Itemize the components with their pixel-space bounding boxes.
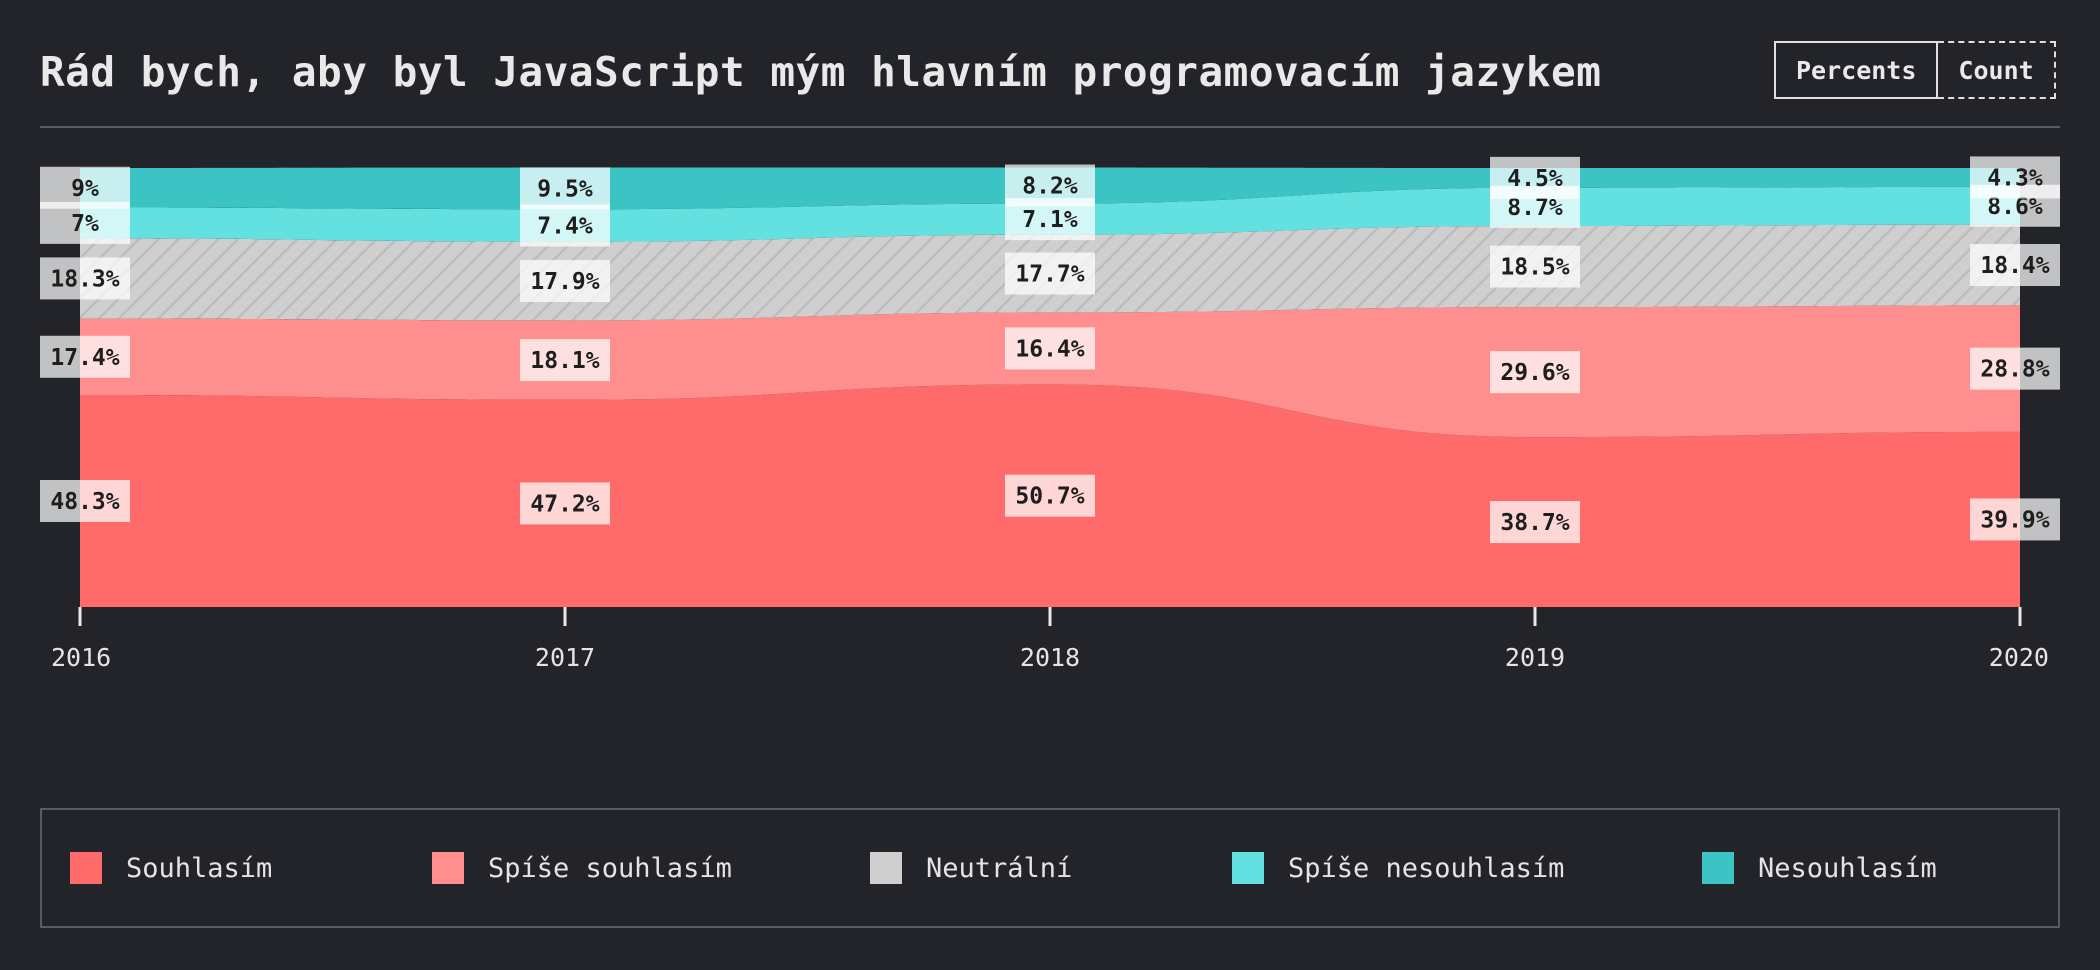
data-label-box xyxy=(520,167,610,210)
data-label: 9.5% xyxy=(520,167,610,210)
data-label-text: 39.9% xyxy=(1980,507,2049,533)
x-tick-label: 2019 xyxy=(1505,643,1565,672)
data-label: 4.3% xyxy=(1970,156,2060,199)
data-label: 8.2% xyxy=(1005,164,1095,207)
title-divider xyxy=(40,126,2060,128)
data-label-text: 9% xyxy=(71,176,99,202)
legend-swatch xyxy=(432,852,464,884)
data-label: 50.7% xyxy=(1005,474,1095,517)
data-label: 18.5% xyxy=(1490,245,1580,288)
data-label-text: 18.3% xyxy=(50,266,119,292)
legend-label: Spíše souhlasím xyxy=(488,852,732,884)
data-label-box xyxy=(40,479,130,522)
data-label: 18.3% xyxy=(40,257,130,300)
data-label-box xyxy=(40,166,130,209)
data-label-text: 7.4% xyxy=(537,214,593,240)
data-label-text: 48.3% xyxy=(50,489,119,515)
legend-label: Neutrální xyxy=(926,852,1073,884)
legend-swatch xyxy=(70,852,102,884)
data-label-text: 18.4% xyxy=(1980,253,2049,279)
data-label-text: 18.5% xyxy=(1500,255,1569,281)
data-label-text: 9.5% xyxy=(537,176,593,202)
data-label-text: 50.7% xyxy=(1015,484,1084,510)
data-label: 18.1% xyxy=(520,339,610,382)
data-label: 7.4% xyxy=(520,204,610,247)
data-label-box xyxy=(520,339,610,382)
legend-label: Souhlasím xyxy=(126,852,273,884)
data-label: 28.8% xyxy=(1970,347,2060,390)
data-label: 17.9% xyxy=(520,260,610,303)
data-label: 48.3% xyxy=(40,479,130,522)
data-label: 38.7% xyxy=(1490,501,1580,544)
legend-item-souhlasim[interactable]: Souhlasím xyxy=(70,852,272,884)
data-label-box xyxy=(1970,244,2060,287)
area-spise-souhlasim xyxy=(80,305,2020,438)
data-label: 18.4% xyxy=(1970,244,2060,287)
data-label-box xyxy=(1490,501,1580,544)
legend-label: Spíše nesouhlasím xyxy=(1288,852,1565,884)
legend-item-spise-nesouhlasim[interactable]: Spíše nesouhlasím xyxy=(1232,852,1564,884)
data-label: 17.4% xyxy=(40,335,130,378)
legend-swatch xyxy=(870,852,902,884)
percents-button[interactable]: Percents xyxy=(1774,41,1939,99)
data-label-text: 17.9% xyxy=(530,269,599,295)
data-label-text: 8.2% xyxy=(1022,174,1078,200)
legend-swatch xyxy=(1232,852,1264,884)
data-label-box xyxy=(1490,245,1580,288)
legend-item-nesouhlasim[interactable]: Nesouhlasím xyxy=(1702,852,1937,884)
data-label-text: 17.4% xyxy=(50,345,119,371)
data-label-text: 38.7% xyxy=(1500,510,1569,536)
data-label-box xyxy=(40,335,130,378)
data-label-box xyxy=(520,482,610,525)
data-label-box xyxy=(1490,156,1580,199)
data-label-text: 8.7% xyxy=(1507,195,1563,221)
data-label-box xyxy=(520,204,610,247)
legend-item-neutralni[interactable]: Neutrální xyxy=(870,852,1072,884)
data-label-text: 17.7% xyxy=(1015,262,1084,288)
data-label: 7% xyxy=(40,201,130,244)
data-label-text: 18.1% xyxy=(530,348,599,374)
data-label-box xyxy=(1005,474,1095,517)
x-tick-label: 2020 xyxy=(1989,643,2049,672)
data-label: 9% xyxy=(40,166,130,209)
data-label: 17.7% xyxy=(1005,252,1095,295)
legend-swatch xyxy=(1702,852,1734,884)
data-label-box xyxy=(1005,327,1095,370)
data-label-box xyxy=(520,260,610,303)
data-label: 47.2% xyxy=(520,482,610,525)
data-label-text: 16.4% xyxy=(1015,336,1084,362)
data-label: 4.5% xyxy=(1490,156,1580,199)
data-label-box xyxy=(1490,351,1580,394)
data-label-box xyxy=(1005,164,1095,207)
x-tick-label: 2017 xyxy=(535,643,595,672)
data-label-text: 28.8% xyxy=(1980,357,2049,383)
x-tick-label: 2018 xyxy=(1020,643,1080,672)
unit-toggle: Percents Count xyxy=(1774,41,2056,103)
data-label: 29.6% xyxy=(1490,351,1580,394)
legend-label: Nesouhlasím xyxy=(1758,852,1937,884)
data-label-text: 29.6% xyxy=(1500,360,1569,386)
data-label-box xyxy=(40,201,130,244)
data-label-text: 4.3% xyxy=(1987,165,2043,191)
chart-title: Rád bych, aby byl JavaScript mým hlavním… xyxy=(40,48,1602,96)
legend: Souhlasím Spíše souhlasím Neutrální Spíš… xyxy=(40,808,2060,928)
data-label-text: 47.2% xyxy=(530,491,599,517)
data-label-box xyxy=(1970,156,2060,199)
data-label-text: 7.1% xyxy=(1022,207,1078,233)
count-button[interactable]: Count xyxy=(1938,41,2056,99)
data-label: 39.9% xyxy=(1970,498,2060,541)
legend-item-spise-souhlasim[interactable]: Spíše souhlasím xyxy=(432,852,732,884)
stacked-area-chart: 2016 2017 2018 2019 2020 48.3% 47.2% 50.7% 38.7… xyxy=(40,156,2060,672)
data-label-box xyxy=(1005,252,1095,295)
x-tick-label: 2016 xyxy=(51,643,111,672)
data-label-text: 7% xyxy=(71,211,99,237)
data-label-box xyxy=(1970,347,2060,390)
data-label-box xyxy=(1970,498,2060,541)
data-label-text: 4.5% xyxy=(1507,166,1563,192)
data-label-box xyxy=(40,257,130,300)
data-label: 16.4% xyxy=(1005,327,1095,370)
